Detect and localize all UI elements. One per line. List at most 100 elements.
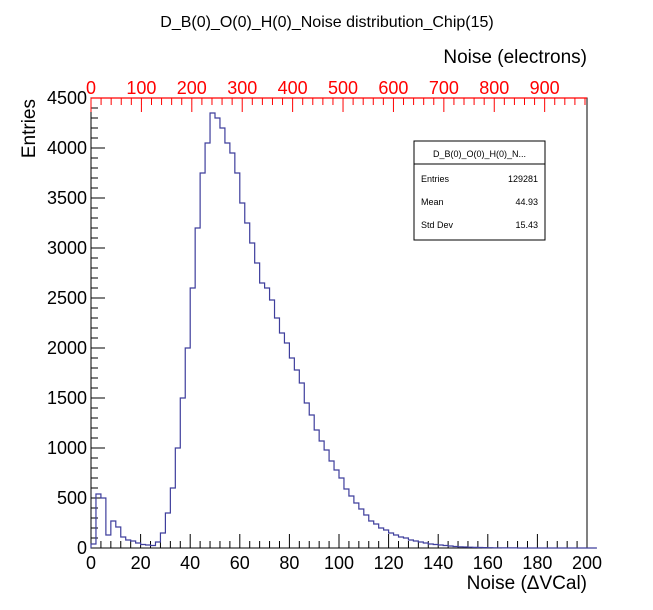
top-tick-label: 500 [328, 78, 358, 98]
histogram-bin [185, 348, 190, 548]
histogram-bin [349, 496, 354, 548]
histogram-bin [155, 542, 160, 548]
histogram-bin [394, 535, 399, 548]
histogram-bin [403, 538, 408, 548]
x-tick-label: 0 [86, 553, 96, 573]
histogram-bin [260, 283, 265, 548]
histogram-bin [384, 530, 389, 548]
y-axis-label: Entries [19, 99, 40, 158]
histogram-bin [334, 470, 339, 548]
histogram-bin [354, 503, 359, 548]
histogram-bin [279, 333, 284, 548]
histogram-bin [215, 118, 220, 548]
y-tick-label: 0 [77, 538, 87, 558]
histogram-bin [344, 489, 349, 548]
histogram-bin [200, 173, 205, 548]
top-tick-label: 900 [530, 78, 560, 98]
histogram-bin [289, 358, 294, 548]
x-tick-label: 180 [522, 553, 552, 573]
histogram-bin [418, 542, 423, 548]
stats-box-frame [413, 140, 546, 241]
histogram-bin [389, 533, 394, 548]
x-axis-label: Noise (ΔVCal) [467, 573, 587, 594]
y-tick-label: 2000 [47, 338, 87, 358]
histogram-bin [225, 143, 230, 548]
histogram-bin [374, 524, 379, 548]
stats-box: D_B(0)_O(0)_H(0)_N... Entries 129281 Mea… [413, 140, 546, 241]
stats-box-title: D_B(0)_O(0)_H(0)_N... [433, 149, 526, 159]
histogram-bin [270, 300, 275, 548]
histogram-bin [339, 478, 344, 548]
histogram-bin [165, 513, 170, 548]
histogram-bin [319, 441, 324, 548]
top-tick-label: 300 [227, 78, 257, 98]
histogram-bin [131, 541, 136, 548]
histogram-bin [413, 541, 418, 548]
top-tick-label: 600 [378, 78, 408, 98]
histogram-bin [121, 537, 126, 548]
histogram-bin [180, 398, 185, 548]
histogram-bin [195, 228, 200, 548]
histogram-bin [423, 543, 428, 548]
stats-entries-value: 129281 [508, 174, 538, 184]
top-tick-label: 800 [479, 78, 509, 98]
histogram-bin [106, 535, 111, 548]
y-tick-label: 4000 [47, 138, 87, 158]
histogram-bin [250, 243, 255, 548]
chart-title: D_B(0)_O(0)_H(0)_Noise distribution_Chip… [160, 14, 493, 31]
histogram-bin [96, 494, 101, 548]
y-tick-label: 3500 [47, 188, 87, 208]
histogram-bin [364, 515, 369, 548]
histogram-bin [299, 383, 304, 548]
histogram-bin [379, 528, 384, 548]
x-tick-label: 80 [279, 553, 299, 573]
histogram-bin [220, 128, 225, 548]
histogram-bin [255, 263, 260, 548]
histogram-bin [369, 521, 374, 548]
stats-stddev-label: Std Dev [421, 220, 454, 230]
histogram-bin [329, 461, 334, 548]
histogram-outline [90, 112, 597, 549]
histogram-bin [309, 415, 314, 548]
histogram-bin [240, 203, 245, 548]
histogram-bin [359, 509, 364, 548]
histogram-bin [294, 370, 299, 548]
stats-entries-label: Entries [421, 174, 450, 184]
y-axis: 0 500 1000 1500 2000 2500 3000 3500 4000 4500 [47, 88, 105, 558]
top-tick-label: 400 [278, 78, 308, 98]
histogram-bin [190, 288, 195, 548]
histogram-bin [245, 223, 250, 548]
histogram-bin [175, 448, 180, 548]
y-tick-label: 3000 [47, 238, 87, 258]
histogram-bin [230, 153, 235, 548]
y-tick-label: 1000 [47, 438, 87, 458]
x-tick-label: 200 [572, 553, 602, 573]
histogram-bin [314, 430, 319, 548]
histogram-bin [126, 540, 131, 548]
histogram-series [90, 112, 597, 549]
stats-mean-value: 44.93 [515, 197, 538, 207]
x-tick-label: 100 [324, 553, 354, 573]
histogram-bin [284, 343, 289, 548]
x-tick-label: 120 [374, 553, 404, 573]
histogram-bin [210, 113, 215, 548]
histogram-bin [136, 543, 141, 548]
y-tick-label: 2500 [47, 288, 87, 308]
top-axis-label: Noise (electrons) [443, 47, 587, 68]
y-tick-label: 500 [57, 488, 87, 508]
histogram-bin [170, 488, 175, 548]
x-tick-label: 60 [230, 553, 250, 573]
histogram-bin [304, 403, 309, 548]
x-axis: 0 20 40 60 80 100 120 140 160 180 200 [86, 534, 602, 573]
histogram-bin [116, 527, 121, 548]
top-tick-label: 200 [177, 78, 207, 98]
x-tick-label: 160 [473, 553, 503, 573]
histogram-bin [265, 288, 270, 548]
y-tick-label: 4500 [47, 88, 87, 108]
histogram-bin [399, 537, 404, 548]
top-tick-label: 0 [86, 78, 96, 98]
x-tick-label: 20 [131, 553, 151, 573]
histogram-bin [324, 450, 329, 548]
top-tick-label: 700 [429, 78, 459, 98]
